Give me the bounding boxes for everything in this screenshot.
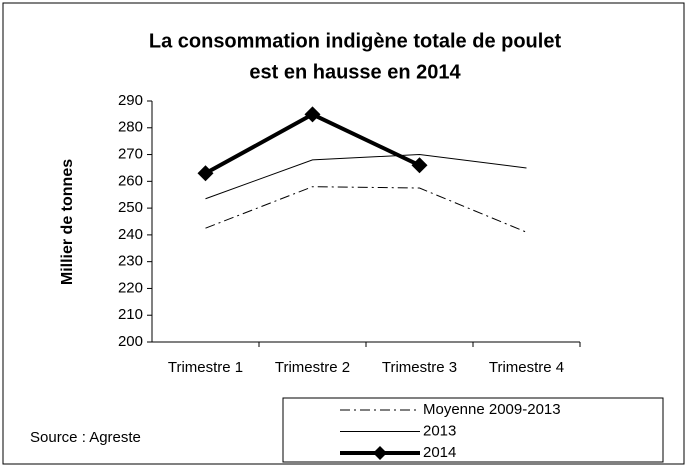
y-tick-label: 210 — [118, 306, 143, 323]
source-note: Source : Agreste — [30, 429, 141, 446]
y-tick-label: 280 — [118, 119, 143, 136]
y-tick-label: 230 — [118, 253, 143, 270]
x-tick-label: Trimestre 3 — [382, 359, 457, 376]
legend-label: 2013 — [423, 422, 456, 439]
chart-subtitle: est en hausse en 2014 — [249, 61, 461, 83]
y-tick-label: 250 — [118, 199, 143, 216]
legend-label: Moyenne 2009-2013 — [423, 401, 561, 418]
y-axis-label: Millier de tonnes — [59, 159, 76, 285]
series-line — [205, 154, 527, 200]
y-tick-label: 260 — [118, 172, 143, 189]
point-marker — [197, 165, 214, 182]
legend-label: 2014 — [423, 444, 456, 461]
y-tick-label: 200 — [118, 333, 143, 350]
x-tick-label: Trimestre 1 — [168, 359, 243, 376]
y-tick-label: 240 — [118, 226, 143, 243]
point-marker — [411, 157, 428, 174]
point-marker — [304, 106, 321, 123]
y-tick-label: 270 — [118, 146, 143, 163]
legend-marker — [373, 446, 387, 460]
y-tick-label: 220 — [118, 279, 143, 296]
x-tick-label: Trimestre 2 — [275, 359, 350, 376]
chart-title: La consommation indigène totale de poule… — [149, 30, 562, 52]
series-line — [205, 186, 527, 233]
y-tick-label: 290 — [118, 92, 143, 109]
chart-frame — [2, 2, 685, 465]
x-tick-label: Trimestre 4 — [489, 359, 564, 376]
